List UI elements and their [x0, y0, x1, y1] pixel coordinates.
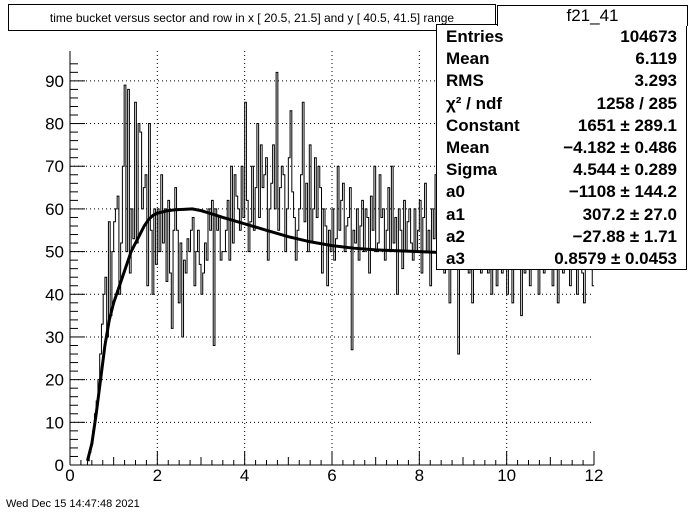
stats-row-value: 1651 ± 289.1: [577, 115, 677, 135]
stats-row-value: 1258 / 285: [596, 93, 677, 113]
stats-row-label: RMS: [446, 71, 484, 91]
y-tick-label: 30: [45, 328, 64, 347]
stats-row: a1 307.2 ± 27.0: [437, 205, 686, 227]
x-tick-label: 10: [497, 466, 516, 485]
stats-row-label: a2: [446, 226, 465, 246]
stats-row-label: Mean: [446, 49, 490, 69]
stats-box-title: f21_41: [497, 5, 688, 26]
stats-row: RMS 3.293: [437, 71, 686, 93]
y-tick-label: 50: [45, 243, 64, 262]
y-tick-label: 0: [55, 456, 64, 475]
stats-row-value: 104673: [620, 27, 677, 46]
stats-row: a2 −27.88 ± 1.71: [437, 227, 686, 249]
chart-title-text: time bucket versus sector and row in x […: [49, 10, 455, 25]
x-tick-label: 2: [153, 466, 162, 485]
stats-row-label: a1: [446, 204, 465, 224]
stats-row-value: −4.182 ± 0.486: [563, 138, 677, 157]
stats-row-label: a3: [446, 249, 465, 268]
stats-row: a3 0.8579 ± 0.0453: [437, 249, 686, 271]
stats-row-value: 0.8579 ± 0.0453: [554, 249, 677, 268]
stats-row-label: a0: [446, 182, 465, 202]
x-tick-label: 4: [240, 466, 249, 485]
timestamp: Wed Dec 15 14:47:48 2021: [6, 498, 140, 510]
x-tick-label: 6: [327, 466, 336, 485]
y-tick-label: 40: [45, 285, 64, 304]
y-tick-label: 80: [45, 115, 64, 134]
stats-row-value: 6.119: [635, 49, 677, 69]
stats-row: a0 −1108 ± 144.2: [437, 182, 686, 204]
y-tick-label: 10: [45, 413, 64, 432]
stats-row: Entries 104673: [437, 27, 686, 49]
stats-row: Mean −4.182 ± 0.486: [437, 138, 686, 160]
x-tick-label: 8: [415, 466, 424, 485]
y-tick-label: 70: [45, 157, 64, 176]
x-tick-label: 0: [65, 466, 74, 485]
stats-row-label: Constant: [446, 115, 520, 135]
stats-row-value: −27.88 ± 1.71: [572, 226, 677, 246]
stats-row-label: Sigma: [446, 160, 498, 180]
stats-row: Sigma 4.544 ± 0.289: [437, 160, 686, 182]
y-tick-label: 20: [45, 371, 64, 390]
stats-row-value: 307.2 ± 27.0: [582, 204, 677, 224]
stats-row: Constant 1651 ± 289.1: [437, 116, 686, 138]
stats-box: f21_41 Entries 104673 Mean 6.119 RMS 3.293 χ² …: [436, 5, 688, 271]
stats-row-label: χ² / ndf: [446, 93, 503, 113]
fit-curve: [86, 207, 451, 462]
x-tick-label: 12: [585, 466, 604, 485]
stats-row-label: Mean: [446, 138, 490, 157]
y-tick-label: 90: [45, 72, 64, 91]
stats-row: Mean 6.119: [437, 49, 686, 71]
stats-row-label: Entries: [446, 27, 504, 46]
y-tick-label: 60: [45, 200, 64, 219]
stats-row-value: −1108 ± 144.2: [568, 182, 677, 202]
stats-row: χ² / ndf 1258 / 285: [437, 94, 686, 116]
stats-row-value: 3.293: [634, 71, 677, 91]
stats-row-value: 4.544 ± 0.289: [573, 160, 677, 180]
chart-title: time bucket versus sector and row in x […: [8, 4, 496, 31]
